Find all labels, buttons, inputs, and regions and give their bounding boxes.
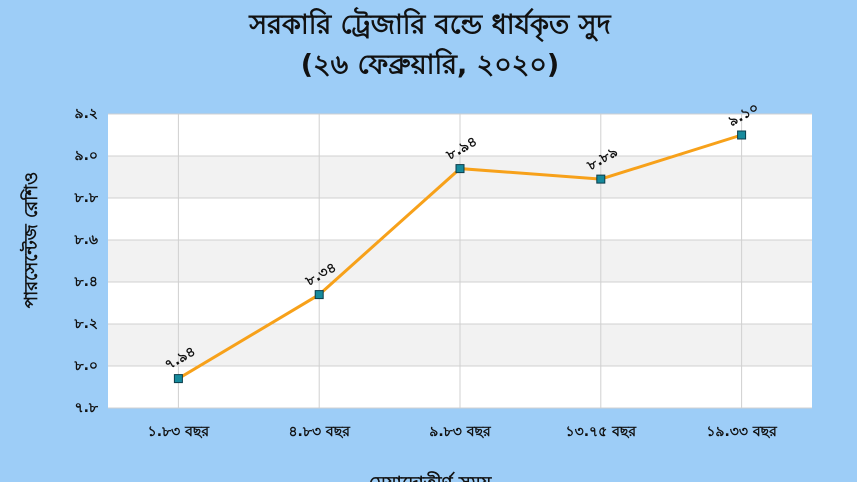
marker [314, 290, 324, 300]
marker [173, 374, 183, 384]
x-tick-label: ১৯.৩৩ বছর [706, 424, 778, 440]
y-tick-label: ৭.৮ [74, 400, 98, 416]
chart-title: সরকারি ট্রেজারি বন্ডে ধার্যকৃত সুদ [248, 7, 611, 43]
y-tick-label: ৮.৮ [74, 190, 99, 206]
y-axis-title: পারসেন্টেজ রেশিও [19, 172, 42, 308]
marker [737, 130, 747, 140]
x-tick-label: ৯.৮৩ বছর [429, 424, 492, 440]
marker [596, 174, 606, 184]
y-tick-label: ৮.৪ [74, 274, 99, 290]
y-tick-label: ৮.২ [73, 316, 98, 332]
x-axis-title: মেয়াদোত্তীর্ণ সময় [369, 471, 493, 482]
chart-subtitle: (২৬ ফেব্রুয়ারি, ২০২০) [301, 48, 560, 81]
x-tick-label: ১.৮৩ বছর [148, 424, 211, 440]
y-tick-label: ৮.৬ [73, 232, 98, 248]
y-tick-label: ৯.২ [74, 106, 98, 122]
y-tick-label: ৮.০ [73, 358, 98, 374]
marker [455, 164, 465, 174]
x-tick-label: ১৩.৭৫ বছর [566, 424, 638, 440]
x-tick-label: ৪.৮৩ বছর [288, 424, 351, 440]
y-tick-label: ৯.০ [74, 148, 98, 164]
